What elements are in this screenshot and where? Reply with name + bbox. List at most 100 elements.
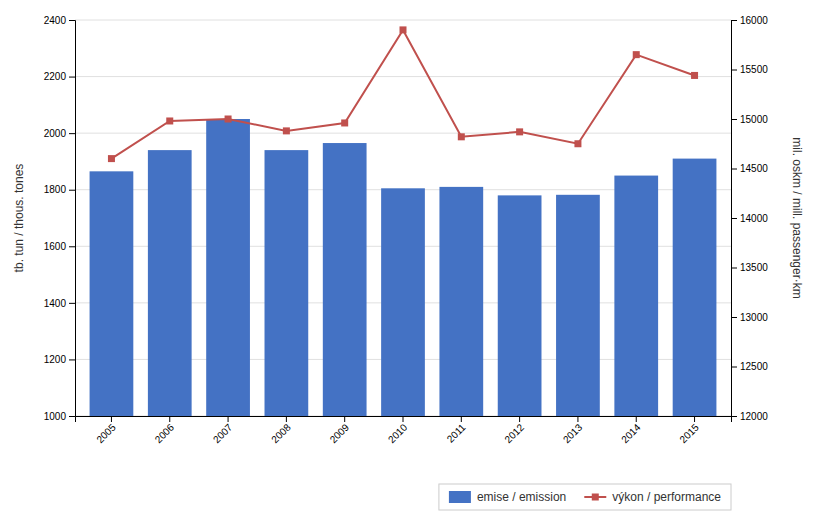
tick-label: 1800 (44, 184, 67, 195)
tick: 2014 (619, 416, 643, 445)
tick: 16000 (731, 15, 768, 26)
marker (166, 117, 173, 124)
tick: 15000 (731, 114, 768, 125)
tick: 2011 (445, 416, 468, 445)
bar (265, 150, 309, 416)
y2-axis: 12000 12500 13000 13500 14000 14500 15000 15500… (731, 15, 768, 422)
tick-mark (731, 20, 737, 21)
tick-mark (731, 119, 737, 120)
marker (400, 26, 407, 33)
tick-mark (69, 133, 75, 134)
marker (633, 51, 640, 58)
tick-label: 2000 (44, 128, 67, 139)
tick-label: 2200 (44, 71, 67, 82)
tick-label: 2008 (269, 421, 293, 445)
tick-mark (731, 317, 737, 318)
tick-mark (694, 416, 695, 422)
tick: 14000 (731, 213, 768, 224)
tick-label: 13000 (740, 312, 768, 323)
bar (556, 195, 600, 416)
marker (691, 72, 698, 79)
tick-label: 14500 (740, 163, 768, 174)
marker (225, 116, 232, 123)
tick-mark (636, 416, 637, 422)
legend-swatch (449, 491, 471, 503)
tick-label: 16000 (740, 15, 768, 26)
marker (458, 133, 465, 140)
tick: 13000 (731, 312, 768, 323)
tick-mark (403, 416, 404, 422)
tick-mark (731, 218, 737, 219)
y-axis: 10001200140016001800200022002400 (44, 15, 76, 422)
tick-mark (228, 416, 229, 422)
bar (614, 176, 658, 416)
tick-label: 2014 (619, 421, 643, 445)
tick-label: 2013 (561, 421, 585, 445)
tick: 2010 (386, 416, 410, 445)
y2-axis-title: mil. oskm / mill. passenger·km (790, 137, 804, 298)
tick: 12000 (731, 411, 768, 422)
legend-frame (439, 484, 731, 510)
tick: 2009 (328, 416, 352, 445)
tick-label: 13500 (740, 262, 768, 273)
tick-label: 1000 (44, 411, 67, 422)
marker (341, 119, 348, 126)
tick-label: 15000 (740, 114, 768, 125)
y-axis-title: tb. tun / thous. tones (12, 164, 26, 273)
tick: 2015 (677, 416, 701, 445)
tick: 2005 (94, 416, 118, 445)
tick-mark (731, 416, 737, 417)
tick-mark (69, 77, 75, 78)
tick: 2012 (502, 416, 526, 445)
tick-mark (69, 20, 75, 21)
tick-label: 2011 (445, 421, 468, 444)
tick-mark (519, 416, 520, 422)
bar (439, 187, 483, 416)
tick-mark (111, 416, 112, 422)
tick-label: 1400 (44, 298, 67, 309)
bar (323, 143, 367, 416)
tick-label: 2007 (211, 421, 235, 445)
tick-label: 2010 (386, 421, 410, 445)
axis-line (732, 21, 738, 417)
marker (516, 128, 523, 135)
marker (108, 155, 115, 162)
tick: 1400 (44, 298, 75, 309)
tick-label: 15500 (740, 64, 768, 75)
tick-label: 2005 (94, 421, 118, 445)
line-series (108, 26, 698, 162)
tick: 2008 (269, 416, 293, 445)
tick-mark (344, 416, 345, 422)
bar (148, 150, 192, 416)
tick-label: 2400 (44, 15, 67, 26)
tick-label: 2015 (677, 421, 701, 445)
tick: 1200 (44, 354, 75, 365)
tick-mark (286, 416, 287, 422)
plot-area: 2005200620072008200920102011201220132014… (44, 15, 768, 516)
line (111, 30, 694, 159)
tick: 15500 (731, 64, 768, 75)
marks (90, 26, 717, 416)
tick: 2000 (44, 128, 75, 139)
tick-label: 1200 (44, 354, 67, 365)
tick-mark (69, 416, 75, 417)
grid-line (75, 133, 731, 134)
tick-label: 14000 (740, 213, 768, 224)
tick-mark (69, 303, 75, 304)
bar (498, 195, 542, 416)
axis-line (76, 417, 732, 423)
tick-label: 12500 (740, 361, 768, 372)
legend-item: výkon / performance (584, 490, 721, 504)
legend-item: emise / emission (449, 490, 566, 504)
legend-label: výkon / performance (612, 490, 721, 504)
tick: 2007 (211, 416, 235, 445)
tick: 2200 (44, 71, 75, 82)
bar-series (90, 119, 717, 416)
bar (381, 188, 425, 416)
tick: 12500 (731, 361, 768, 372)
chart-container: 2005200620072008200920102011201220132014… (0, 0, 816, 516)
tick: 1800 (44, 184, 75, 195)
bar (90, 171, 134, 416)
marker (574, 140, 581, 147)
tick-mark (169, 416, 170, 422)
